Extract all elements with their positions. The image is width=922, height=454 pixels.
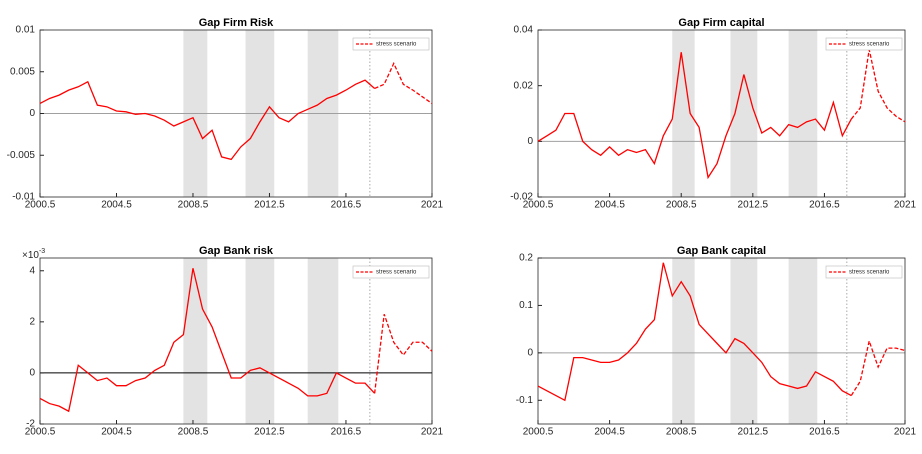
y-tick-label: -0.1 [516,395,534,406]
x-tick-label: 2021 [421,427,444,438]
y-tick-label: 0 [29,108,35,119]
y-tick-label: 0.01 [16,25,36,36]
x-tick-label: 2016.5 [331,427,362,438]
multiplier-exponent: -3 [39,248,45,255]
x-tick-label: 2000.5 [25,427,56,438]
legend-box [352,37,430,51]
y-tick-label: -0.005 [7,150,36,161]
x-tick-label: 2016.5 [331,200,362,211]
chart-title: Gap Bank risk [199,245,274,257]
x-tick-label: 2012.5 [254,427,285,438]
shaded-period [183,258,208,424]
y-tick-label: 0.2 [519,253,533,264]
legend-box [825,37,903,51]
chart-title: Gap Bank capital [677,245,766,257]
axes-frame [537,257,906,425]
shaded-period [672,30,695,197]
axes-frame [39,257,433,425]
x-tick-label: 2004.5 [594,200,625,211]
series-line [537,262,852,402]
legend-label: stress scenario [376,270,417,276]
x-tick-label: 2021 [894,427,917,438]
shaded-period [307,258,339,424]
series-line [374,61,433,105]
y-tick-label: 0 [527,136,533,147]
x-tick-label: 2000.5 [25,200,56,211]
legend-box [352,265,430,279]
y-tick-label: 0 [527,347,533,358]
x-tick-label: 2004.5 [101,427,132,438]
y-tick-label: 0.1 [519,300,533,311]
series-line [850,338,906,396]
y-tick-label: 0.02 [514,80,534,91]
y-tick-label: 4 [29,265,35,276]
x-tick-label: 2008.5 [178,427,209,438]
legend-label: stress scenario [849,42,890,48]
series-line [39,268,376,413]
axes-frame [537,29,906,198]
multiplier-base: ×10 [22,250,39,261]
shaded-period [730,258,758,424]
legend-label: stress scenario [376,42,417,48]
shaded-period [788,30,818,197]
x-tick-label: 2004.5 [101,200,132,211]
x-tick-label: 2021 [421,200,444,211]
x-tick-label: 2004.5 [594,427,625,438]
x-tick-label: 2012.5 [254,200,285,211]
x-tick-label: 2021 [894,200,917,211]
x-tick-label: 2016.5 [809,427,840,438]
x-tick-label: 2000.5 [523,200,554,211]
shaded-period [788,258,818,424]
x-tick-label: 2008.5 [178,200,209,211]
chart-title: Gap Firm capital [678,17,764,29]
x-tick-label: 2008.5 [666,427,697,438]
x-tick-label: 2012.5 [738,427,769,438]
chart-title: Gap Firm Risk [199,17,274,29]
y-tick-label: -2 [26,419,35,430]
y-tick-label: 0.005 [10,66,35,77]
x-tick-label: 2008.5 [666,200,697,211]
legend-box [825,265,903,279]
legend-label: stress scenario [849,270,890,276]
shaded-period [245,258,275,424]
x-tick-label: 2012.5 [738,200,769,211]
series-line [537,52,852,180]
series-line [39,79,376,161]
y-tick-label: -0.01 [12,192,35,203]
shaded-period [672,258,695,424]
series-line [373,313,433,394]
y-tick-label: -0.02 [510,192,533,203]
y-tick-label: 0 [29,368,35,379]
y-tick-label: 0.04 [514,25,534,36]
x-tick-label: 2000.5 [523,427,554,438]
y-multiplier: ×10-3 [22,248,45,261]
y-tick-label: 2 [29,316,35,327]
x-tick-label: 2016.5 [809,200,840,211]
series-line [850,49,906,123]
